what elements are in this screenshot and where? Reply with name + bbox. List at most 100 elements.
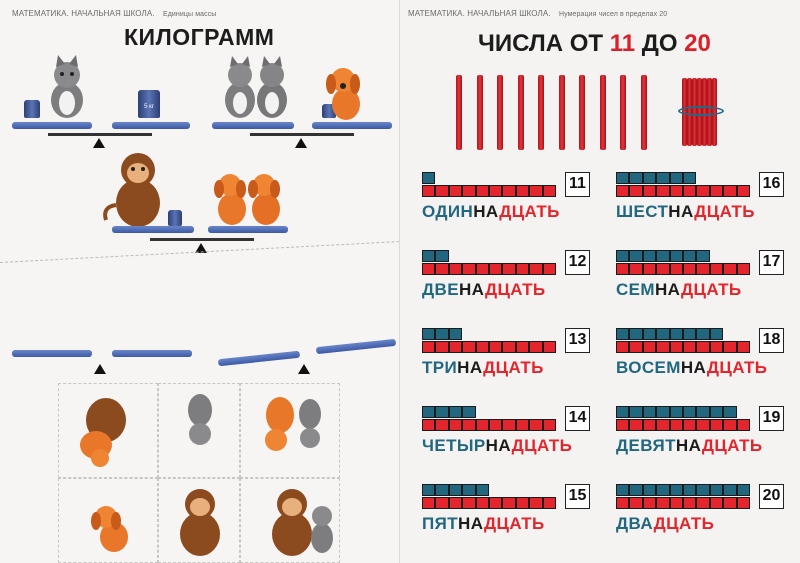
empty-pan-right-b	[315, 338, 397, 355]
number-word-part: НА	[668, 202, 695, 221]
number-row-19: 19 ДЕВЯТНАДЦАТЬ	[616, 406, 796, 476]
ten-cell	[489, 419, 503, 431]
unit-cell	[422, 172, 436, 184]
ten-cell	[669, 341, 683, 353]
number-word-part: НА	[680, 358, 707, 377]
bundle-tie-icon	[678, 106, 724, 116]
ten-cell	[462, 185, 476, 197]
ten-cell	[696, 419, 710, 431]
number-word-part: НА	[473, 202, 500, 221]
number-word-part: ЧЕТЫР	[422, 436, 486, 455]
unit-cell	[435, 250, 449, 262]
unit-cell	[642, 406, 657, 418]
unit-cell	[462, 406, 476, 418]
ten-cell	[616, 185, 630, 197]
ten-cell	[448, 497, 463, 509]
dog-cat-upside-icon	[252, 390, 332, 465]
ten-cell	[435, 263, 449, 275]
scale-pan-right-1	[112, 122, 190, 129]
monkey-icon	[100, 145, 170, 235]
page-title-kilogram: КИЛОГРАММ	[124, 24, 275, 50]
number-word: ВОСЕМНАДЦАТЬ	[616, 358, 767, 378]
scale-beam-3	[150, 238, 254, 241]
ten-cell	[529, 341, 543, 353]
number-word-part: ДЦАТЬ	[653, 514, 715, 533]
unit-cell	[629, 250, 643, 262]
ten-cell	[542, 419, 556, 431]
cutout-cell-2[interactable]	[158, 383, 240, 478]
unit-cell	[656, 172, 670, 184]
unit-cell	[422, 250, 436, 262]
counting-stick	[640, 75, 647, 150]
ten-cell	[502, 185, 516, 197]
number-word: ЧЕТЫРНАДЦАТЬ	[422, 436, 572, 456]
ten-cell	[736, 497, 750, 509]
counting-sticks	[456, 75, 661, 150]
number-row-17: 17 СЕМНАДЦАТЬ	[616, 250, 796, 320]
number-box: 19	[759, 406, 784, 431]
ten-cell	[489, 263, 503, 275]
number-word-part: СЕМ	[616, 280, 655, 299]
number-box: 16	[759, 172, 784, 197]
number-word: ДЕВЯТНАДЦАТЬ	[616, 436, 762, 456]
left-header-text: МАТЕМАТИКА. НАЧАЛЬНАЯ ШКОЛА.	[12, 9, 155, 18]
number-box: 20	[759, 484, 784, 509]
ten-cell	[642, 419, 657, 431]
number-box: 13	[565, 328, 590, 353]
ten-cell	[642, 341, 657, 353]
ten-cell	[502, 341, 516, 353]
ten-cell	[515, 497, 530, 509]
ten-cell	[709, 497, 724, 509]
title-to: 20	[684, 30, 711, 57]
unit-cell	[656, 328, 670, 340]
unit-cell	[683, 406, 697, 418]
unit-cell	[629, 172, 643, 184]
cutout-cell-1[interactable]	[58, 383, 158, 478]
unit-cell	[616, 172, 630, 184]
ten-cell	[629, 185, 643, 197]
ten-cell	[723, 185, 737, 197]
number-word-part: ДЦАТЬ	[484, 280, 546, 299]
scale-fulcrum-3	[195, 243, 207, 253]
ten-cell	[616, 497, 630, 509]
unit-cell	[448, 406, 463, 418]
ten-cell	[448, 419, 463, 431]
ten-cell	[422, 341, 436, 353]
unit-cell	[629, 328, 643, 340]
unit-cell	[669, 484, 683, 496]
number-word: ДВАДЦАТЬ	[616, 514, 714, 534]
ten-cell	[736, 341, 750, 353]
unit-cell	[696, 328, 710, 340]
ten-cell	[422, 497, 436, 509]
number-row-15: 15 ПЯТНАДЦАТЬ	[422, 484, 602, 554]
number-word: ДВЕНАДЦАТЬ	[422, 280, 546, 300]
right-header: МАТЕМАТИКА. НАЧАЛЬНАЯ ШКОЛА. Нумерация ч…	[408, 9, 667, 18]
ten-cell	[709, 185, 724, 197]
cat-icon	[45, 55, 90, 125]
ten-cell	[435, 185, 449, 197]
monkey-icon-small	[168, 482, 232, 563]
weight-1kg-icon	[24, 100, 40, 118]
counting-stick	[456, 75, 462, 150]
ten-cell	[683, 497, 697, 509]
number-word-part: НА	[485, 436, 512, 455]
ten-cell	[669, 263, 683, 275]
ten-cell	[422, 185, 436, 197]
ten-cell	[515, 419, 530, 431]
ten-cell	[489, 341, 503, 353]
unit-cell	[669, 406, 683, 418]
monkey-dog-upside-icon	[66, 390, 146, 475]
unit-cell	[723, 484, 737, 496]
ten-cell	[656, 263, 670, 275]
number-word-part: ДЦАТЬ	[484, 514, 545, 533]
unit-cell	[709, 484, 724, 496]
scale-pan-left-1	[12, 122, 92, 129]
unit-cell	[683, 250, 697, 262]
scale-pan-right-3	[208, 226, 288, 233]
number-row-13: 13 ТРИНАДЦАТЬ	[422, 328, 602, 398]
ten-cell	[529, 185, 543, 197]
unit-cell	[448, 484, 463, 496]
ten-cell	[736, 263, 750, 275]
counting-stick	[579, 75, 585, 150]
cutout-cell-3[interactable]	[240, 383, 340, 478]
